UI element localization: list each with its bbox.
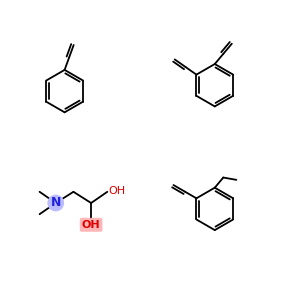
Text: OH: OH <box>82 220 100 230</box>
Text: N: N <box>51 196 61 209</box>
Text: OH: OH <box>109 186 126 196</box>
